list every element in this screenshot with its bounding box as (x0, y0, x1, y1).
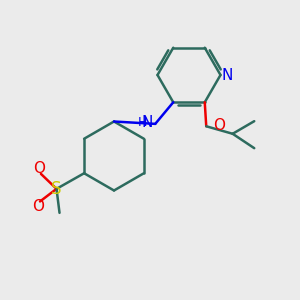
Text: N: N (142, 115, 153, 130)
Text: H: H (137, 116, 147, 129)
Text: O: O (33, 161, 45, 176)
Text: S: S (51, 180, 62, 198)
Text: N: N (221, 68, 233, 82)
Text: O: O (213, 118, 225, 133)
Text: O: O (32, 199, 44, 214)
